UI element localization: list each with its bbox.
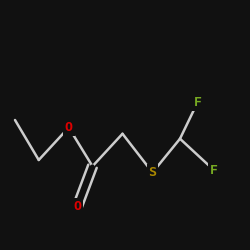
Text: O: O <box>65 121 73 134</box>
Text: F: F <box>194 96 202 109</box>
Text: O: O <box>74 200 82 213</box>
Text: S: S <box>148 166 156 179</box>
Text: F: F <box>210 164 218 176</box>
